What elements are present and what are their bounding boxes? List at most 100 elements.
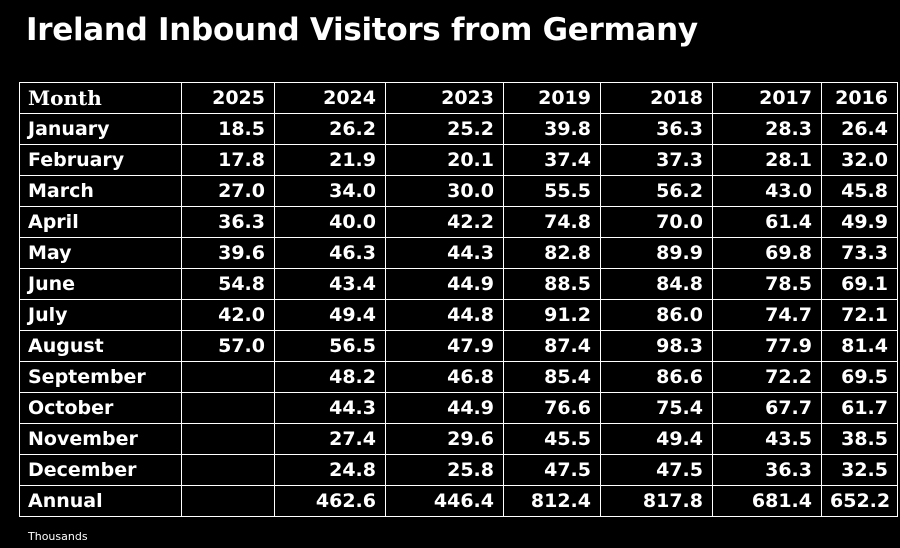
table-cell: 45.8 [821,175,898,207]
table-cell: 37.3 [600,144,713,176]
table-cell: 43.4 [274,268,386,300]
table-cell: 82.8 [503,237,601,269]
table-cell: 17.8 [181,144,275,176]
table-cell: 34.0 [274,175,386,207]
table-cell: 43.0 [712,175,822,207]
table-cell: 61.4 [712,206,822,238]
table-cell: 74.8 [503,206,601,238]
table-cell: 44.8 [385,299,504,331]
table-row: June 54.8 43.4 44.9 88.5 84.8 78.5 69.1 [19,268,898,300]
table-cell: 44.3 [385,237,504,269]
table-cell: 26.4 [821,113,898,145]
table-cell: 30.0 [385,175,504,207]
table-cell: 91.2 [503,299,601,331]
column-header-2025: 2025 [181,82,275,114]
table-cell: 89.9 [600,237,713,269]
row-label: December [19,454,182,486]
table-cell: 55.5 [503,175,601,207]
table-cell: 49.4 [274,299,386,331]
table-cell: 48.2 [274,361,386,393]
column-header-2019: 2019 [503,82,601,114]
table-row: July 42.0 49.4 44.8 91.2 86.0 74.7 72.1 [19,299,898,331]
table-row: November 27.4 29.6 45.5 49.4 43.5 38.5 [19,423,898,455]
table-cell: 40.0 [274,206,386,238]
table-cell: 47.5 [600,454,713,486]
table-cell: 74.7 [712,299,822,331]
table-cell: 44.9 [385,268,504,300]
table-cell: 49.4 [600,423,713,455]
table-cell: 69.5 [821,361,898,393]
table-row: March 27.0 34.0 30.0 55.5 56.2 43.0 45.8 [19,175,898,207]
table-row: December 24.8 25.8 47.5 47.5 36.3 32.5 [19,454,898,486]
table-cell: 43.5 [712,423,822,455]
table-cell: 36.3 [600,113,713,145]
table-cell: 24.8 [274,454,386,486]
column-header-2023: 2023 [385,82,504,114]
row-label: Annual [19,485,182,517]
table-cell: 61.7 [821,392,898,424]
table-cell: 32.5 [821,454,898,486]
table-cell [181,423,275,455]
table-cell: 36.3 [181,206,275,238]
table-cell: 44.9 [385,392,504,424]
table-row: April 36.3 40.0 42.2 74.8 70.0 61.4 49.9 [19,206,898,238]
row-label: January [19,113,182,145]
table-cell: 37.4 [503,144,601,176]
table-cell: 73.3 [821,237,898,269]
header-row: Month 2025 2024 2023 2019 2018 2017 2016 [19,82,898,114]
table-row: October 44.3 44.9 76.6 75.4 67.7 61.7 [19,392,898,424]
table-cell: 87.4 [503,330,601,362]
table-cell: 56.5 [274,330,386,362]
table-row: February 17.8 21.9 20.1 37.4 37.3 28.1 32.0 [19,144,898,176]
row-label: June [19,268,182,300]
table-cell: 38.5 [821,423,898,455]
table-cell: 20.1 [385,144,504,176]
table-cell: 812.4 [503,485,601,517]
table-cell: 54.8 [181,268,275,300]
table-cell: 69.8 [712,237,822,269]
table-cell: 47.9 [385,330,504,362]
table-cell: 56.2 [600,175,713,207]
column-header-2018: 2018 [600,82,713,114]
table-cell: 44.3 [274,392,386,424]
table-cell: 681.4 [712,485,822,517]
row-label: July [19,299,182,331]
table-cell: 49.9 [821,206,898,238]
table-row: August 57.0 56.5 47.9 87.4 98.3 77.9 81.4 [19,330,898,362]
table-row: May 39.6 46.3 44.3 82.8 89.9 69.8 73.3 [19,237,898,269]
table-cell: 46.3 [274,237,386,269]
table-cell: 27.4 [274,423,386,455]
table-cell: 84.8 [600,268,713,300]
table-row: September 48.2 46.8 85.4 86.6 72.2 69.5 [19,361,898,393]
table-cell: 75.4 [600,392,713,424]
row-label: May [19,237,182,269]
chart-title: Ireland Inbound Visitors from Germany [26,12,698,48]
table-cell: 28.1 [712,144,822,176]
table-cell: 42.0 [181,299,275,331]
table-cell: 86.0 [600,299,713,331]
table-cell: 652.2 [821,485,898,517]
table-cell: 462.6 [274,485,386,517]
table-cell: 28.3 [712,113,822,145]
table-cell: 26.2 [274,113,386,145]
unit-note: Thousands [28,530,88,543]
row-label: March [19,175,182,207]
table-cell [181,361,275,393]
table-cell: 25.2 [385,113,504,145]
table-cell: 98.3 [600,330,713,362]
row-label: October [19,392,182,424]
table-cell: 25.8 [385,454,504,486]
table-body: January 18.5 26.2 25.2 39.8 36.3 28.3 26.4 Febru… [19,113,898,517]
table-cell: 76.6 [503,392,601,424]
table-cell: 67.7 [712,392,822,424]
column-header-month: Month [19,82,182,114]
row-label: August [19,330,182,362]
table-cell: 85.4 [503,361,601,393]
table-cell: 21.9 [274,144,386,176]
table-cell: 36.3 [712,454,822,486]
table-cell: 27.0 [181,175,275,207]
column-header-2017: 2017 [712,82,822,114]
table-cell: 32.0 [821,144,898,176]
table-cell: 81.4 [821,330,898,362]
row-label: April [19,206,182,238]
